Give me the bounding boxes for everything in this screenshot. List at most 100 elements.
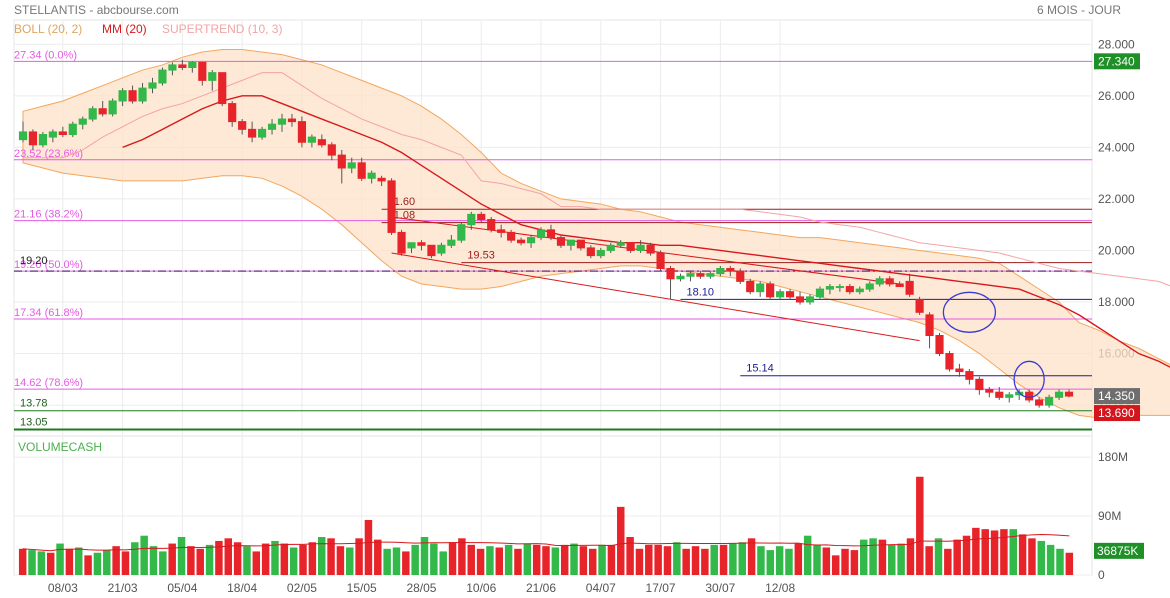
candle-body <box>865 283 874 290</box>
candle-body <box>666 268 675 280</box>
candle-body <box>497 229 506 233</box>
candle-body <box>945 353 954 370</box>
candle-body <box>576 239 585 249</box>
candle <box>148 77 157 94</box>
volume-bar <box>588 548 597 575</box>
candle-body <box>716 268 725 275</box>
candle-body <box>805 296 815 303</box>
volume-bar <box>261 543 270 575</box>
candle <box>915 296 924 315</box>
candle-body <box>556 237 566 246</box>
volume-bar <box>598 544 606 575</box>
volume-bar <box>803 535 812 575</box>
price-tick-label: 18.000 <box>1098 295 1135 309</box>
candle <box>427 244 436 259</box>
price-tick-label: 20.000 <box>1098 243 1135 257</box>
candle-body <box>845 286 854 293</box>
candle <box>586 245 595 259</box>
volume-bar <box>654 544 662 575</box>
candle <box>726 265 735 277</box>
volume-bar <box>925 546 933 575</box>
period-label[interactable]: 6 MOIS - JOUR <box>1036 3 1121 17</box>
candle-body <box>218 72 227 105</box>
volume-bar <box>308 542 317 575</box>
candle <box>935 332 944 357</box>
candle <box>317 134 326 148</box>
candle <box>267 119 277 135</box>
date-tick-label: 30/07 <box>705 581 735 595</box>
candle <box>497 224 506 238</box>
volume-bar <box>663 546 672 575</box>
fibonacci-level-label: 17.34 (61.8%) <box>14 307 83 319</box>
candle <box>198 61 207 86</box>
candle-body <box>915 298 924 313</box>
candle-body <box>975 378 984 391</box>
volume-bar <box>121 551 130 575</box>
candle <box>795 291 805 305</box>
candle <box>78 116 87 130</box>
candle <box>776 289 785 300</box>
candle-body <box>357 162 366 179</box>
volume-bar <box>448 542 457 575</box>
candle-body <box>696 273 705 277</box>
candle <box>487 216 496 233</box>
volume-bar <box>785 548 793 575</box>
legend-mm[interactable]: MM (20) <box>102 22 147 36</box>
volume-bar <box>140 535 148 575</box>
candle-body <box>337 154 346 169</box>
candle <box>965 369 974 385</box>
support-level-label: 13.78 <box>20 398 48 410</box>
candle <box>18 121 28 143</box>
legend-supertrend[interactable]: SUPERTREND (10, 3) <box>162 22 283 36</box>
volume-bar <box>37 551 46 575</box>
candle-body <box>726 268 735 272</box>
volume-bar <box>280 543 289 575</box>
candle-body <box>835 286 844 289</box>
candle-body <box>855 288 864 293</box>
volume-bar <box>159 551 167 575</box>
volume-bar <box>747 538 756 575</box>
volume-bar <box>972 527 980 575</box>
candle-body <box>78 118 87 125</box>
volume-panel-title: VOLUMECASH <box>18 440 103 454</box>
date-tick-label: 05/04 <box>167 581 197 595</box>
volume-bar <box>514 548 522 575</box>
price-tag-bg <box>1094 405 1140 422</box>
volume-bar <box>439 551 447 575</box>
candle-body <box>477 213 486 221</box>
candle <box>985 387 994 398</box>
level-19-20-label: 19.20 <box>20 255 48 267</box>
volume-bar <box>775 546 784 575</box>
volume-tick-label: 90M <box>1098 509 1121 523</box>
volume-bar <box>607 544 616 575</box>
candle-body <box>248 128 257 138</box>
volume-bar <box>766 550 775 575</box>
candle-body <box>995 391 1004 398</box>
candle-body <box>766 283 775 298</box>
candle <box>377 175 386 187</box>
legend-bollinger[interactable]: BOLL (20, 2) <box>14 22 83 36</box>
volume-bar <box>467 544 475 575</box>
candle <box>566 239 575 251</box>
candle <box>646 242 655 256</box>
candle <box>995 387 1004 400</box>
fibonacci-level-label: 21.16 (38.2%) <box>14 209 83 221</box>
volume-bar <box>1046 544 1055 575</box>
candle-body <box>1035 399 1044 406</box>
candle <box>437 242 446 256</box>
volume-bar <box>18 548 27 575</box>
candle-body <box>198 61 207 81</box>
candle <box>108 98 117 117</box>
price-tag-label: 13.690 <box>1098 406 1135 420</box>
candle <box>68 121 77 138</box>
date-tick-label: 02/05 <box>287 581 317 595</box>
volume-bar <box>103 550 111 575</box>
candle-body <box>1005 394 1014 398</box>
candle <box>835 283 844 292</box>
candle <box>507 229 516 243</box>
volume-bar <box>944 548 952 575</box>
candle-body <box>297 121 307 143</box>
candle-body <box>686 273 695 277</box>
candle <box>457 222 466 243</box>
candle-body <box>188 61 197 68</box>
